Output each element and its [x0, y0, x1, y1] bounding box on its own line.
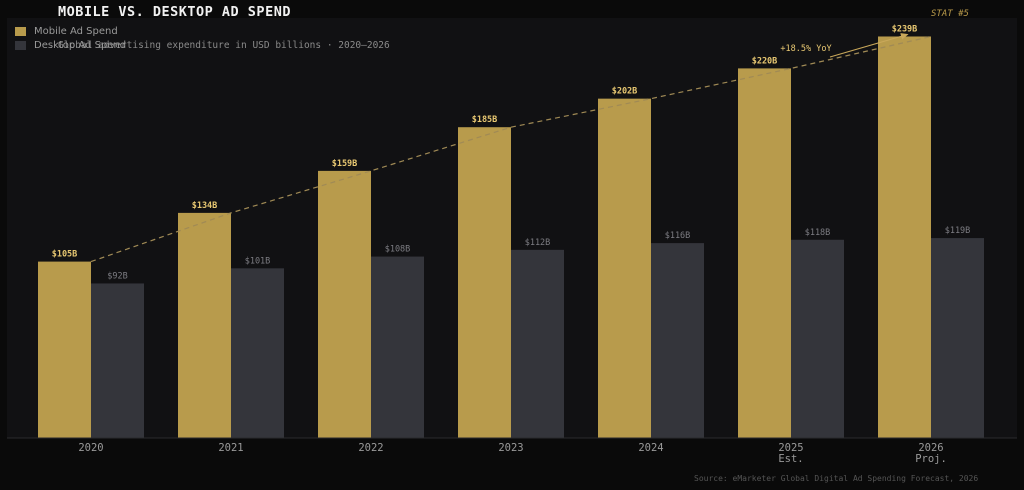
bar-mobile-2026: [878, 36, 931, 438]
chart-title: MOBILE VS. DESKTOP AD SPEND: [58, 4, 291, 20]
chart-subtitle: Global advertising expenditure in USD bi…: [58, 40, 390, 51]
data-label-desktop-2024: $116B: [665, 231, 691, 241]
legend-item-desktop: Desktop Ad Spend: [15, 38, 126, 52]
x-tick-label-2023: 2023: [498, 442, 523, 454]
bar-desktop-2024: [651, 243, 704, 438]
data-label-desktop-2023: $112B: [525, 238, 551, 248]
x-tick-label-2022: 2022: [358, 442, 383, 454]
data-label-mobile-2021: $134B: [192, 201, 218, 211]
trend-line-mobile: [90, 35, 932, 263]
legend: Mobile Ad Spend Desktop Ad Spend: [15, 24, 126, 52]
data-label-desktop-2022: $108B: [385, 245, 411, 255]
x-tick-label-2020: 2020: [78, 442, 103, 454]
source-note: Source: eMarketer Global Digital Ad Spen…: [694, 474, 979, 483]
bar-mobile-2022: [318, 170, 371, 438]
legend-swatch-mobile: [15, 26, 26, 36]
stat-badge: STAT #5: [931, 9, 969, 19]
x-tick-label-2024: 2024: [638, 442, 663, 454]
data-label-desktop-2021: $101B: [245, 256, 271, 266]
x-tick-sublabel-2025: Est.: [778, 453, 803, 465]
annotation-arrow: [829, 33, 909, 58]
data-label-mobile-2025: $220B: [752, 56, 778, 66]
data-label-mobile-2022: $159B: [332, 159, 358, 169]
bar-desktop-2020: [91, 283, 144, 438]
bar-desktop-2023: [511, 249, 564, 438]
data-label-mobile-2020: $105B: [52, 250, 78, 260]
legend-swatch-desktop: [15, 40, 26, 50]
bar-mobile-2025: [738, 68, 791, 439]
data-label-desktop-2025: $118B: [805, 228, 831, 238]
legend-label-mobile: Mobile Ad Spend: [34, 25, 118, 37]
x-tick-label-2021: 2021: [218, 442, 243, 454]
legend-label-desktop: Desktop Ad Spend: [34, 39, 127, 51]
bar-mobile-2020: [38, 261, 91, 438]
bar-mobile-2024: [598, 98, 651, 438]
data-label-mobile-2024: $202B: [612, 87, 638, 97]
x-tick-label-2026: 2026: [918, 442, 943, 454]
bar-mobile-2023: [458, 127, 511, 438]
data-label-desktop-2026: $119B: [945, 226, 971, 236]
data-label-mobile-2023: $185B: [472, 115, 498, 125]
x-tick-sublabel-2026: Proj.: [915, 453, 947, 465]
legend-item-mobile: Mobile Ad Spend: [15, 24, 126, 38]
data-label-desktop-2020: $92B: [107, 271, 127, 281]
bar-mobile-2021: [178, 212, 231, 438]
bar-desktop-2026: [931, 238, 984, 438]
bar-desktop-2025: [791, 239, 844, 438]
bar-desktop-2022: [371, 256, 424, 438]
bar-desktop-2021: [231, 268, 284, 438]
data-label-mobile-2026: $239B: [892, 24, 918, 34]
annotation-text: +18.5% YoY: [780, 44, 831, 54]
x-tick-label-2025: 2025: [778, 442, 803, 454]
